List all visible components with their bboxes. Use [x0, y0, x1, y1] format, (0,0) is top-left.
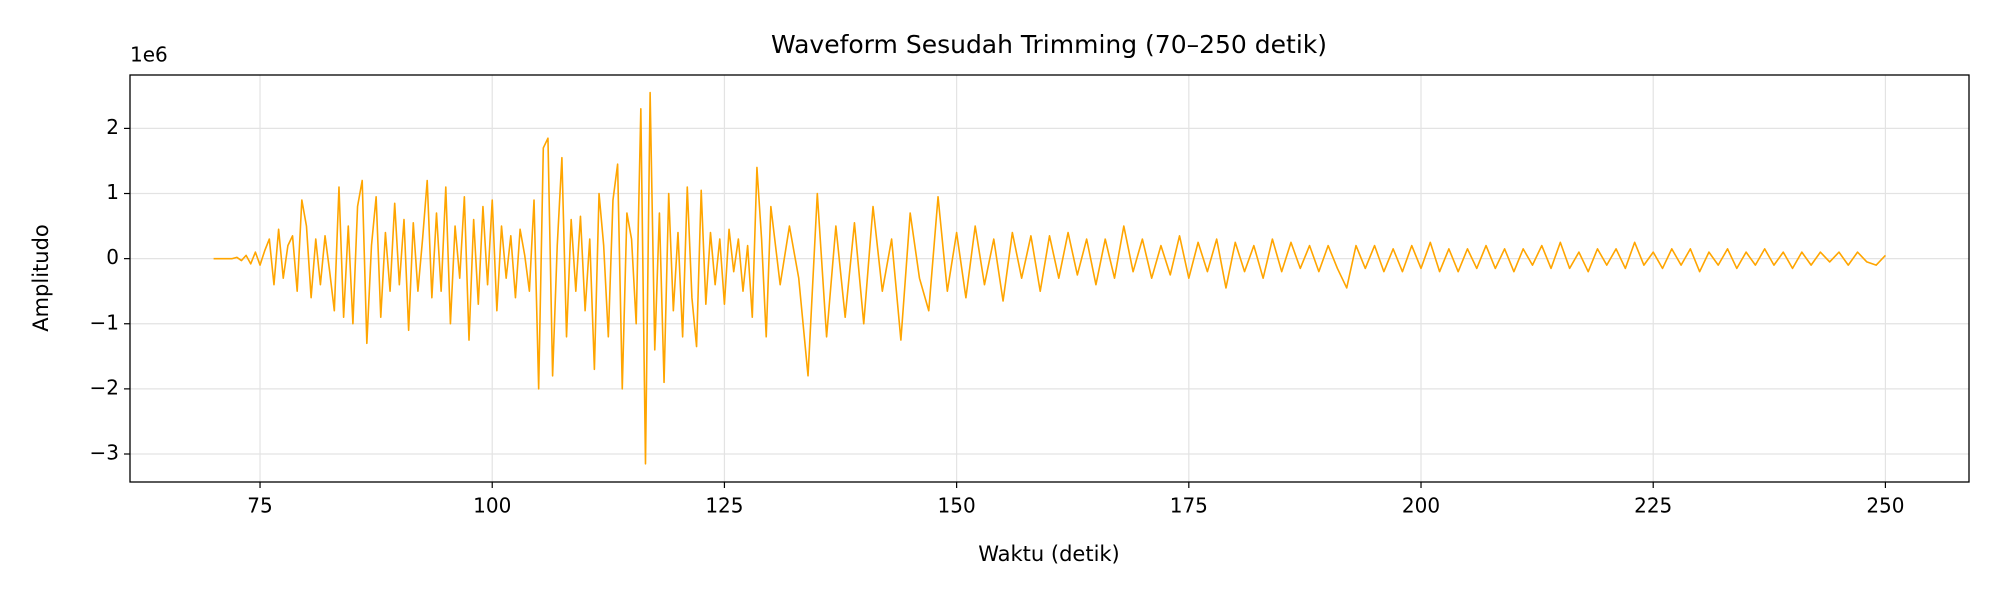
x-tick-label: 250: [1866, 494, 1904, 518]
x-tick-label: 75: [247, 494, 272, 518]
x-axis-label: Waktu (detik): [978, 542, 1120, 566]
x-tick-label: 150: [938, 494, 976, 518]
x-tick-label: 225: [1634, 494, 1672, 518]
y-tick-label: 1: [106, 180, 119, 204]
y-tick-label: −3: [90, 440, 119, 464]
y-offset-label: 1e6: [130, 43, 168, 67]
y-tick-label: 2: [106, 115, 119, 139]
y-tick-label: 0: [106, 245, 119, 269]
x-tick-label: 125: [705, 494, 743, 518]
chart-title: Waveform Sesudah Trimming (70–250 detik): [771, 30, 1327, 59]
x-tick-label: 175: [1170, 494, 1208, 518]
x-tick-label: 100: [473, 494, 511, 518]
plot-frame: [129, 74, 1970, 483]
y-tick-label: −2: [90, 375, 119, 399]
y-tick-label: −1: [90, 310, 119, 334]
y-axis-label: Amplitudo: [29, 224, 53, 332]
waveform-line: [213, 91, 1886, 465]
x-tick-label: 200: [1402, 494, 1440, 518]
